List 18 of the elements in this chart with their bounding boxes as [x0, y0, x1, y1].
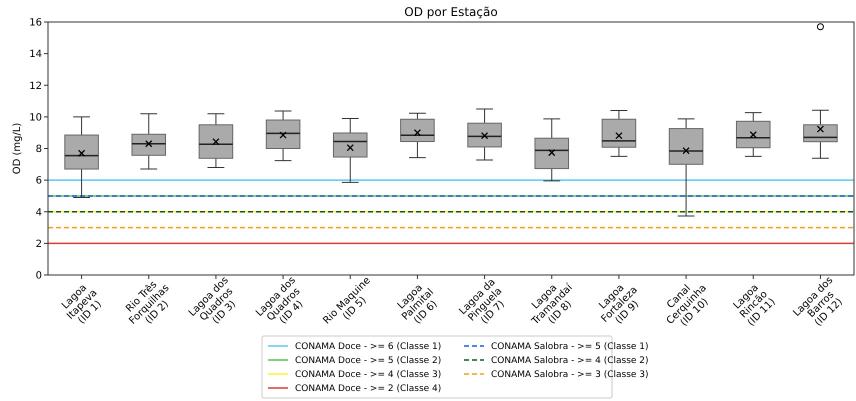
y-tick-label: 2: [36, 238, 42, 250]
legend-label: CONAMA Doce - >= 2 (Classe 4): [295, 384, 442, 394]
y-tick-label: 14: [29, 49, 42, 60]
legend-label: CONAMA Salobra - >= 3 (Classe 3): [491, 370, 649, 380]
y-tick-label: 16: [29, 18, 42, 28]
y-tick-label: 8: [36, 144, 42, 155]
legend-label: CONAMA Doce - >= 6 (Classe 1): [295, 342, 442, 352]
y-tick-label: 10: [29, 112, 42, 124]
legend-label: CONAMA Salobra - >= 5 (Classe 1): [491, 342, 649, 352]
legend-label: CONAMA Salobra - >= 4 (Classe 2): [491, 356, 649, 366]
y-axis-title: OD (mg/L): [12, 122, 23, 174]
legend-label: CONAMA Doce - >= 5 (Classe 2): [295, 356, 442, 366]
legend-label: CONAMA Doce - >= 4 (Classe 3): [295, 370, 442, 380]
chart-title: OD por Estação: [404, 5, 498, 19]
y-tick-label: 0: [36, 270, 42, 282]
y-tick-label: 12: [29, 80, 42, 92]
y-tick-label: 6: [36, 176, 42, 187]
y-tick-label: 4: [36, 207, 42, 218]
